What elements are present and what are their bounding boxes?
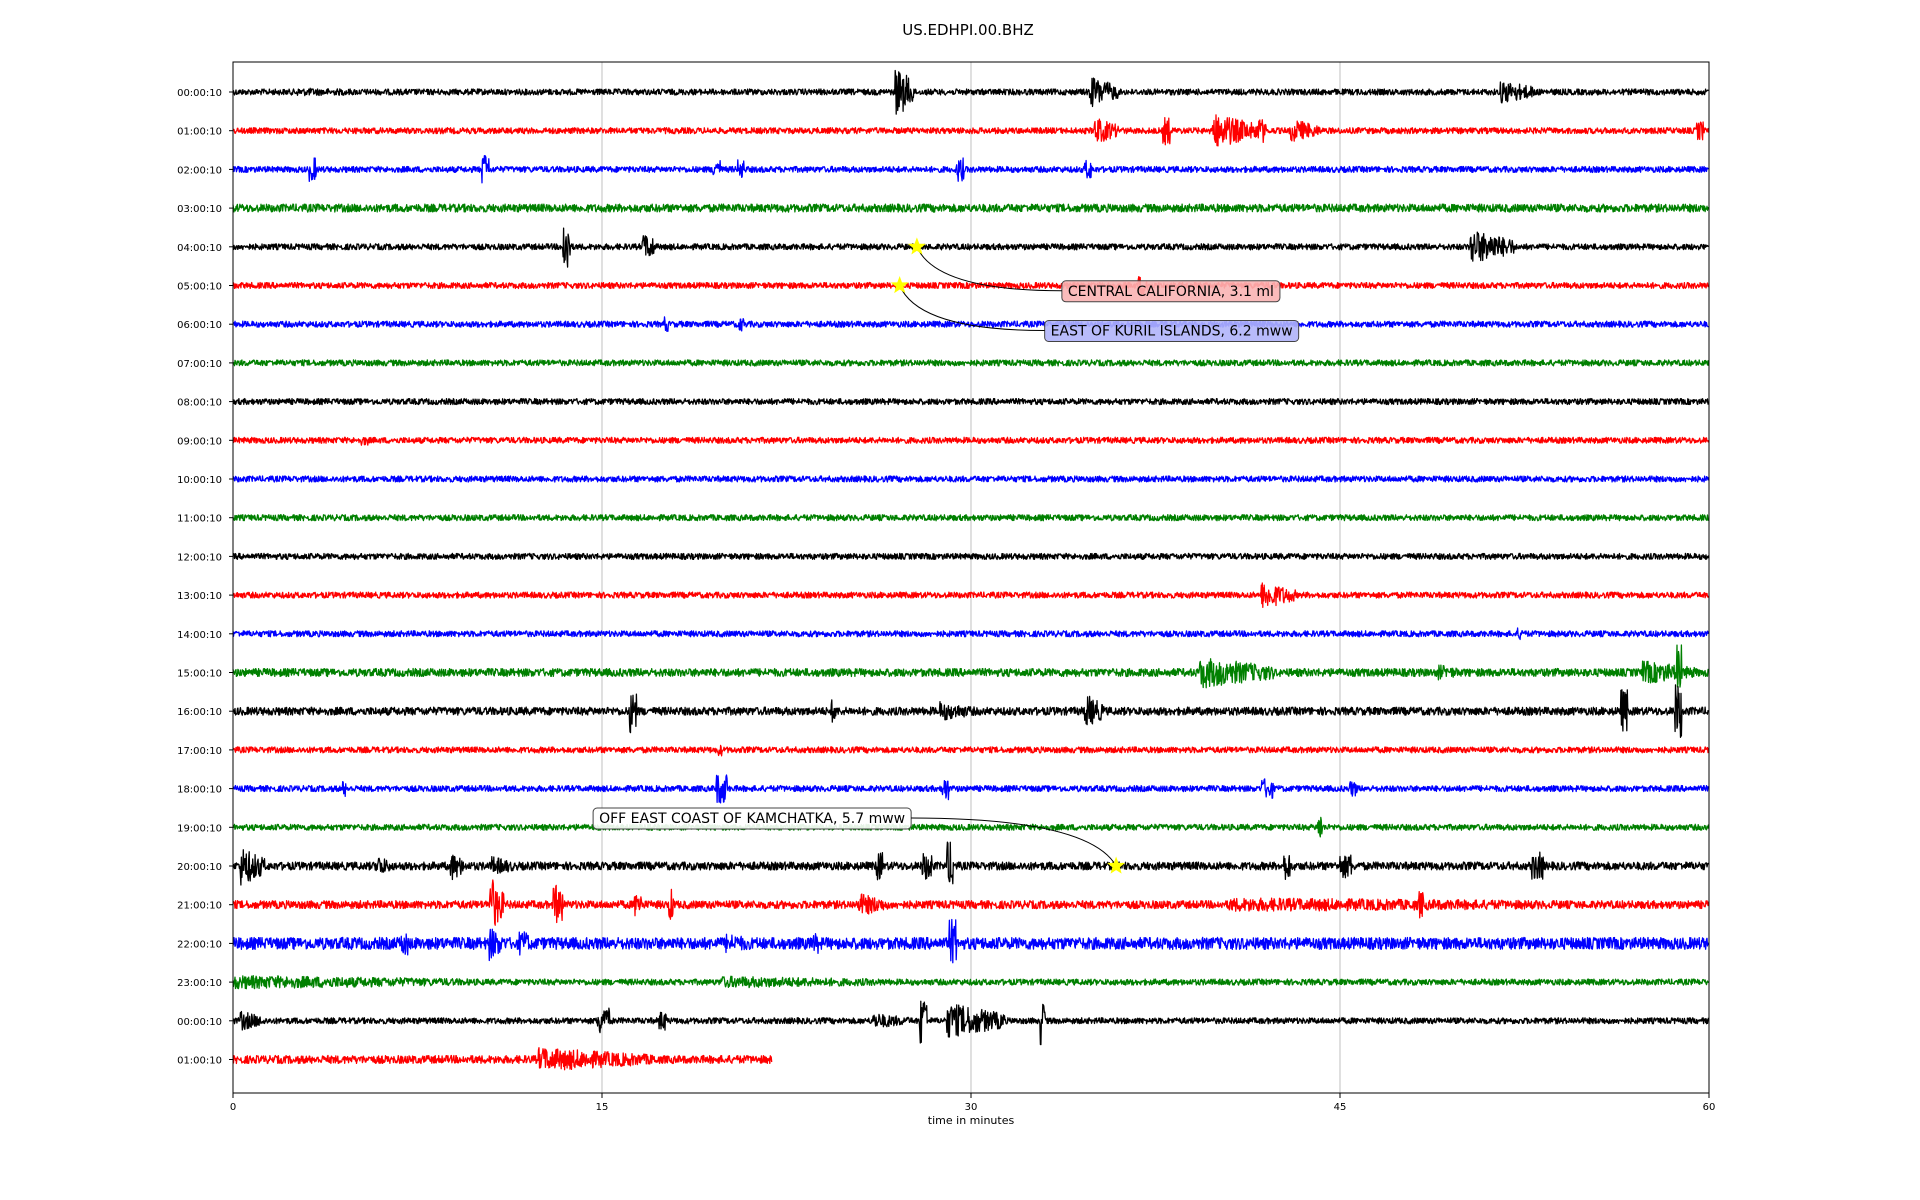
y-tick-label: 02:00:10 — [177, 165, 222, 176]
y-tick-label: 19:00:10 — [177, 823, 222, 834]
y-tick-label: 01:00:10 — [177, 1056, 222, 1067]
event-label: CENTRAL CALIFORNIA, 3.1 ml — [1068, 284, 1274, 300]
y-tick-label: 14:00:10 — [177, 630, 222, 641]
event-annotations: CENTRAL CALIFORNIA, 3.1 ml EAST OF KURIL … — [592, 237, 1300, 874]
y-tick-label: 00:00:10 — [177, 88, 222, 99]
event-annotation: CENTRAL CALIFORNIA, 3.1 ml — [907, 237, 1281, 303]
trace-line — [232, 684, 1709, 738]
event-star-marker — [907, 237, 926, 255]
y-tick-label: 05:00:10 — [177, 282, 222, 293]
trace-line — [232, 514, 1710, 522]
trace-line — [232, 436, 1710, 446]
y-tick-label: 13:00:10 — [177, 591, 222, 602]
y-tick-label: 15:00:10 — [177, 669, 222, 680]
y-tick-label: 21:00:10 — [177, 901, 222, 912]
trace-line — [232, 203, 1710, 213]
y-tick-label: 22:00:10 — [177, 939, 222, 950]
y-tick-labels: 00:00:10 01:00:10 02:00:10 03:00:10 04:00:10… — [177, 88, 233, 1067]
event-annotation: EAST OF KURIL ISLANDS, 6.2 mww — [890, 276, 1300, 342]
y-tick-label: 09:00:10 — [177, 436, 222, 447]
trace-line — [232, 627, 1710, 641]
y-tick-label: 11:00:10 — [177, 514, 222, 525]
x-ticks: 0 15 30 45 60 — [230, 1093, 1716, 1113]
trace-line — [232, 69, 1709, 115]
y-tick-label: 20:00:10 — [177, 862, 222, 873]
x-tick-label: 0 — [230, 1102, 236, 1113]
event-star-marker — [1107, 856, 1126, 874]
event-connector — [911, 817, 1117, 867]
trace-line — [232, 1000, 1710, 1046]
trace-line — [232, 475, 1710, 483]
event-label: EAST OF KURIL ISLANDS, 6.2 mww — [1051, 324, 1293, 340]
trace-line — [232, 841, 1710, 886]
trace-line — [232, 359, 1710, 367]
y-tick-label: 08:00:10 — [177, 398, 222, 409]
event-star-marker — [890, 276, 909, 294]
y-tick-label: 18:00:10 — [177, 785, 222, 796]
trace-line — [232, 397, 1710, 406]
grid-lines — [601, 62, 1341, 1093]
trace-line — [232, 1047, 773, 1071]
y-tick-label: 04:00:10 — [177, 243, 222, 254]
x-tick-label: 15 — [596, 1102, 609, 1113]
y-tick-label: 10:00:10 — [177, 475, 222, 486]
y-tick-label: 01:00:10 — [177, 127, 222, 138]
trace-line — [232, 879, 1710, 926]
y-tick-label: 23:00:10 — [177, 978, 222, 989]
y-tick-label: 12:00:10 — [177, 552, 222, 563]
trace-line — [232, 582, 1710, 608]
y-tick-label: 17:00:10 — [177, 746, 222, 757]
y-tick-label: 06:00:10 — [177, 320, 222, 331]
x-axis-label: time in minutes — [928, 1114, 1015, 1127]
trace-line — [232, 552, 1710, 561]
event-label: OFF EAST COAST OF KAMCHATKA, 5.7 mww — [599, 811, 905, 827]
trace-line — [232, 816, 1710, 838]
chart-title: US.EDHPI.00.BHZ — [902, 21, 1034, 39]
event-connector — [899, 285, 1045, 331]
y-tick-label: 16:00:10 — [177, 707, 222, 718]
trace-group — [232, 69, 1710, 1071]
trace-line — [232, 975, 1709, 990]
trace-line — [232, 114, 1710, 147]
event-connector — [916, 246, 1062, 292]
trace-line — [232, 316, 1709, 332]
event-annotation: OFF EAST COAST OF KAMCHATKA, 5.7 mww — [592, 807, 1126, 874]
x-tick-label: 45 — [1334, 1102, 1347, 1113]
trace-line — [232, 744, 1710, 757]
trace-line — [232, 918, 1710, 964]
trace-line — [232, 644, 1710, 689]
x-tick-label: 60 — [1703, 1102, 1716, 1113]
y-tick-label: 07:00:10 — [177, 359, 222, 370]
trace-line — [232, 774, 1710, 804]
x-tick-label: 30 — [965, 1102, 978, 1113]
trace-line — [232, 155, 1710, 184]
trace-line — [232, 227, 1709, 268]
y-tick-label: 03:00:10 — [177, 204, 222, 215]
y-tick-label: 00:00:10 — [177, 1017, 222, 1028]
trace-line — [232, 276, 1709, 296]
